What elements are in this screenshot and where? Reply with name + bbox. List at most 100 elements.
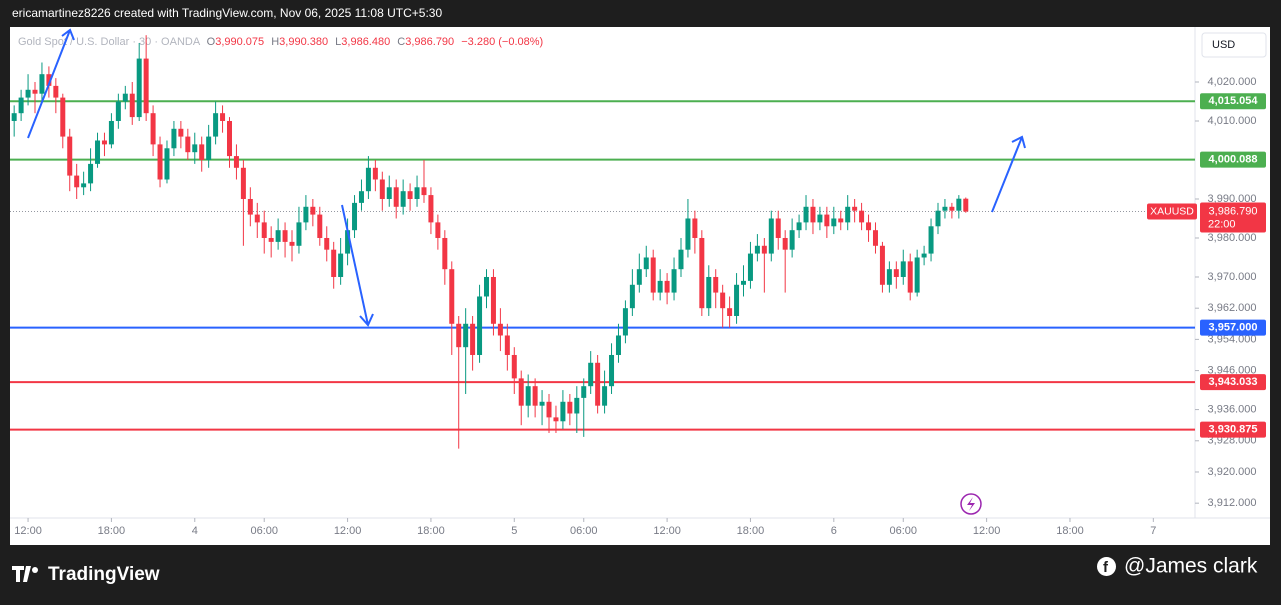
legend: Gold Spot / U.S. Dollar · 30 · OANDA O3,… <box>18 36 543 48</box>
arrow <box>341 204 374 327</box>
candle-body <box>268 237 274 242</box>
candle-body <box>845 206 851 223</box>
legend-value: 3,990.075 <box>215 36 264 48</box>
legend-change: −3.280 (−0.08%) <box>461 36 543 48</box>
candle-body <box>213 113 219 137</box>
candle-body <box>484 276 490 297</box>
candle-body <box>782 237 788 250</box>
candle-body <box>706 276 712 309</box>
candle-body <box>428 195 434 223</box>
candle-body <box>796 222 802 231</box>
candle-body <box>574 397 580 414</box>
price-level-label: 3,957.000 <box>1209 322 1258 334</box>
candle-body <box>11 113 17 121</box>
facebook-icon <box>1097 557 1116 576</box>
candle-body <box>414 187 420 199</box>
brand-logo <box>12 566 38 582</box>
facebook-icon-f: f <box>1103 559 1109 576</box>
x-tick-label: 12:00 <box>653 525 681 537</box>
candle-body <box>206 136 212 160</box>
y-tick-label: 3,980.000 <box>1208 232 1257 244</box>
candle-body <box>859 210 865 223</box>
candle-body <box>115 101 121 121</box>
candle-body <box>928 226 934 254</box>
candle-body <box>240 167 246 199</box>
candle-body <box>504 335 510 355</box>
price-level-tag <box>1200 421 1266 438</box>
candle-body <box>664 280 670 293</box>
candle-body <box>171 128 177 149</box>
drawings <box>27 28 1026 327</box>
arrow <box>27 28 75 139</box>
x-tick-label: 18:00 <box>98 525 126 537</box>
y-tick-label: 3,954.000 <box>1208 333 1257 345</box>
candle-body <box>893 269 899 277</box>
candle-body <box>831 218 837 227</box>
candle-body <box>226 120 232 157</box>
candle-body <box>477 296 483 355</box>
candle-body <box>879 245 885 285</box>
candle-body <box>199 144 205 160</box>
plot <box>10 35 1195 449</box>
price-level-tag <box>1200 151 1266 168</box>
x-tick-label: 18:00 <box>737 525 765 537</box>
legend-value: 3,990.380 <box>279 36 328 48</box>
candle-body <box>282 230 288 242</box>
x-tick-label: 12:00 <box>334 525 362 537</box>
candle-body <box>60 97 66 137</box>
candle-body <box>775 218 781 238</box>
candle-body <box>886 269 892 285</box>
candle-body <box>157 144 163 180</box>
candle-body <box>789 230 795 250</box>
candle-body <box>331 249 337 277</box>
x-tick-label: 12:00 <box>14 525 42 537</box>
candle-body <box>900 261 906 277</box>
x-tick-label: 18:00 <box>1056 525 1084 537</box>
candle-body <box>907 261 913 293</box>
x-tick-label: 7 <box>1150 525 1156 537</box>
candle-body <box>317 214 323 238</box>
candle-body <box>553 417 559 422</box>
candle-body <box>518 378 524 406</box>
event-icon[interactable] <box>960 493 982 515</box>
y-tick-label: 3,920.000 <box>1208 466 1257 478</box>
symbol-label: XAUUSD <box>1150 205 1194 217</box>
candle-body <box>671 269 677 293</box>
price-level-label: 4,015.054 <box>1209 95 1259 107</box>
candle-body <box>949 206 955 211</box>
candle-body <box>74 175 80 188</box>
last-price-label: 3,986.790 <box>1209 205 1258 217</box>
candle-body <box>734 284 740 316</box>
candle-body <box>678 249 684 270</box>
candle-body <box>261 222 267 238</box>
candle-body <box>622 308 628 336</box>
candle-body <box>761 245 767 254</box>
price-level-label: 4,000.088 <box>1209 154 1258 166</box>
candle-body <box>25 89 31 98</box>
candle-body <box>567 401 573 414</box>
candle-body <box>657 280 663 293</box>
candle-body <box>963 198 969 212</box>
candle-body <box>129 93 135 118</box>
candle-body <box>872 230 878 246</box>
arrow <box>991 135 1026 213</box>
candle-body <box>67 136 73 176</box>
candle-body <box>46 74 52 86</box>
candle-body <box>546 401 552 418</box>
y-tick-label: 3,946.000 <box>1208 364 1257 376</box>
currency-button[interactable] <box>1201 32 1267 58</box>
candle-body <box>713 276 719 293</box>
y-tick-label: 4,010.000 <box>1208 115 1257 127</box>
candle-body <box>95 140 101 164</box>
candle-body <box>108 120 114 145</box>
candle-body <box>720 292 726 309</box>
candle-body <box>88 163 94 184</box>
candle-body <box>817 214 823 223</box>
candle-body <box>942 206 948 211</box>
credit: @James clark <box>1124 555 1258 578</box>
legend-label: O <box>207 36 216 48</box>
candle-body <box>810 206 816 223</box>
candle-body <box>178 128 184 137</box>
x-tick-label: 06:00 <box>889 525 917 537</box>
